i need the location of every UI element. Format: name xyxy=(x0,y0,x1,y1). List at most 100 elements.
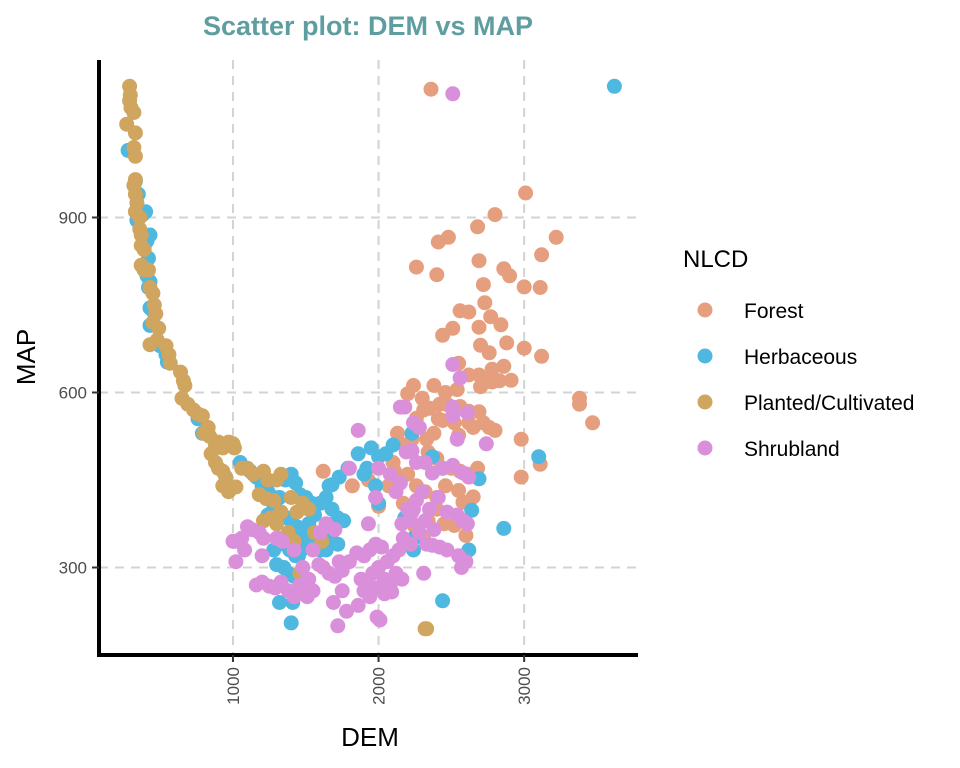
data-point xyxy=(419,621,435,637)
data-point xyxy=(532,280,548,295)
series-planted-cultivated xyxy=(119,78,435,637)
legend-item: Planted/Cultivated xyxy=(697,392,914,415)
data-point xyxy=(133,227,149,243)
data-point xyxy=(301,571,317,587)
data-point xyxy=(513,469,529,485)
data-point xyxy=(531,449,547,465)
data-point xyxy=(384,584,400,600)
data-point xyxy=(438,385,453,400)
data-point xyxy=(344,478,360,494)
data-point xyxy=(404,443,420,459)
data-point xyxy=(330,536,346,552)
data-point xyxy=(324,477,340,493)
y-axis-title: MAP xyxy=(11,329,41,385)
data-point xyxy=(513,431,529,447)
data-point xyxy=(266,492,282,508)
data-point xyxy=(496,358,512,374)
data-point xyxy=(350,597,366,613)
data-point xyxy=(452,370,468,386)
data-point xyxy=(454,560,469,575)
data-point xyxy=(295,560,311,575)
data-point xyxy=(350,422,366,438)
data-point xyxy=(406,378,421,393)
data-point xyxy=(481,345,497,361)
data-point xyxy=(350,446,366,462)
data-point xyxy=(422,501,437,517)
data-point xyxy=(301,501,317,517)
data-point xyxy=(449,382,465,398)
data-point xyxy=(606,78,622,94)
data-point xyxy=(502,268,518,284)
data-points xyxy=(119,78,622,637)
data-point xyxy=(385,437,401,453)
legend-label: Planted/Cultivated xyxy=(744,392,914,415)
data-point xyxy=(439,542,455,558)
legend-item: Forest xyxy=(697,300,804,323)
data-point xyxy=(499,335,515,351)
data-point xyxy=(286,542,302,558)
data-point xyxy=(162,355,178,371)
x-tick-label: 2000 xyxy=(370,667,389,705)
data-point xyxy=(408,259,424,275)
data-point xyxy=(404,504,420,520)
data-point xyxy=(371,460,387,476)
data-point xyxy=(403,536,419,552)
data-point xyxy=(394,571,410,587)
data-point xyxy=(145,285,161,301)
data-point xyxy=(327,522,343,538)
data-point xyxy=(503,372,519,388)
data-point xyxy=(283,615,299,631)
data-point xyxy=(435,593,451,609)
chart-title: Scatter plot: DEM vs MAP xyxy=(203,11,533,41)
data-point xyxy=(225,533,241,549)
legend-label: Herbaceous xyxy=(744,346,857,369)
data-point xyxy=(426,522,442,538)
data-point xyxy=(487,207,503,223)
data-point xyxy=(269,557,285,573)
data-point xyxy=(475,277,491,293)
data-point xyxy=(151,320,167,336)
data-point xyxy=(286,589,302,605)
data-point xyxy=(429,267,445,283)
data-point xyxy=(461,469,477,485)
x-tick-label: 3000 xyxy=(515,667,534,705)
data-point xyxy=(360,516,376,532)
data-point xyxy=(473,379,488,395)
data-point xyxy=(483,309,499,325)
y-tick-label: 600 xyxy=(59,384,87,403)
data-point xyxy=(451,483,467,498)
data-point xyxy=(127,125,143,141)
data-point xyxy=(478,436,494,452)
legend-item: Shrubland xyxy=(697,438,840,461)
data-point xyxy=(359,460,375,476)
axis-ticks: 1000 2000 3000 300 600 900 xyxy=(59,209,535,705)
data-point xyxy=(288,475,304,491)
data-point xyxy=(534,247,550,263)
data-point xyxy=(299,589,315,605)
grid-lines xyxy=(99,60,637,655)
data-point xyxy=(331,554,347,570)
data-point xyxy=(142,337,158,353)
data-point xyxy=(148,306,164,322)
data-point xyxy=(445,86,461,102)
data-point xyxy=(423,81,439,97)
data-point xyxy=(254,548,270,564)
x-axis-title: DEM xyxy=(341,722,399,752)
data-point xyxy=(445,408,461,424)
y-tick-label: 900 xyxy=(59,209,87,228)
x-tick-label: 1000 xyxy=(224,667,243,705)
data-point xyxy=(435,327,451,343)
data-point xyxy=(548,229,564,245)
legend: NLCD Forest Herbaceous Planted/Cultivated S… xyxy=(683,246,914,461)
data-point xyxy=(305,542,321,558)
data-point xyxy=(372,612,388,628)
data-point xyxy=(470,219,486,235)
legend-key-icon xyxy=(697,394,713,410)
data-point xyxy=(374,539,389,555)
data-point xyxy=(392,475,408,491)
data-point xyxy=(461,304,477,320)
data-point xyxy=(471,253,487,269)
data-point xyxy=(516,279,532,295)
data-point xyxy=(256,530,271,546)
data-point xyxy=(391,542,407,558)
